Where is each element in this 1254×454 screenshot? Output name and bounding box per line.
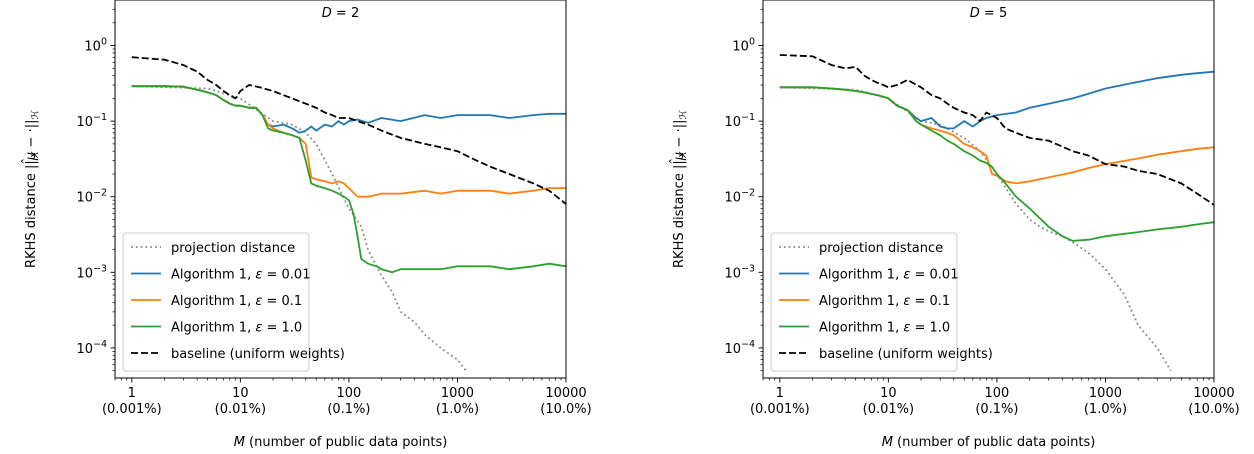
- chart1-y-axis-label: RKHS distance ||μ̂X − ·||ℋ: [669, 110, 689, 268]
- chart0-x-axis-label: M (number of public data points): [234, 435, 448, 450]
- chart0-x-tick-label-pct: (0.1%): [327, 402, 370, 417]
- chart1-y-tick-label: 10−2: [724, 188, 755, 206]
- chart1-series-line-0: [779, 86, 1172, 372]
- chart0-y-tick-label: 10−1: [76, 112, 107, 130]
- chart1-y-tick-label: 10−4: [724, 339, 755, 357]
- chart0-legend: projection distance Algorithm 1, ε = 0.01…: [122, 232, 345, 372]
- chart1-x-tick-label-pct: (0.1%): [975, 402, 1018, 417]
- chart1-legend-label-3: Algorithm 1, ε = 1.0: [819, 321, 950, 336]
- chart0-y-tick-label: 10−3: [76, 263, 107, 281]
- chart0-legend-label-0: projection distance: [171, 241, 295, 256]
- chart0-legend-label-2: Algorithm 1, ε = 0.1: [171, 294, 302, 309]
- chart0-y-tick-label: 10−4: [76, 339, 107, 357]
- chart0-axes-frame: [114, 0, 567, 379]
- chart1-y-tick-label: 10−3: [724, 263, 755, 281]
- chart0-legend-label-3: Algorithm 1, ε = 1.0: [171, 321, 302, 336]
- chart1-x-tick-label-pct: (0.01%): [863, 402, 914, 417]
- chart1-axes-frame: [762, 0, 1215, 379]
- chart1-legend: projection distance Algorithm 1, ε = 0.01…: [770, 232, 993, 372]
- chart-panel-d2: 1(0.001%)10(0.01%)100(0.1%)1000(1.0%)100…: [21, 0, 592, 450]
- chart-panel-d5: 1(0.001%)10(0.01%)100(0.1%)1000(1.0%)100…: [669, 0, 1240, 450]
- chart1-x-tick-label-pct: (10.0%): [1188, 402, 1239, 417]
- chart0-x-tick-label: 10: [232, 386, 249, 401]
- chart1-legend-label-0: projection distance: [819, 241, 943, 256]
- chart1-x-tick-label: 10000: [1193, 386, 1234, 401]
- chart0-legend-box: [122, 232, 310, 372]
- chart0-legend-label-4: baseline (uniform weights): [171, 347, 345, 362]
- chart0-legend-label-1: Algorithm 1, ε = 0.01: [171, 268, 310, 283]
- chart1-plot-area: [779, 54, 1214, 372]
- chart1-x-tick-label: 1: [776, 386, 784, 401]
- chart1-y-tick-label: 10−1: [724, 112, 755, 130]
- chart0-series-line-1: [131, 85, 566, 134]
- chart0-series-line-4: [131, 56, 566, 205]
- chart0-title: D = 2: [322, 6, 359, 21]
- chart0-x-tick-label: 100: [336, 386, 361, 401]
- chart1-x-tick-label-pct: (0.001%): [750, 402, 810, 417]
- chart1-x-tick-label: 10: [880, 386, 897, 401]
- chart1-y-tick-label: 100: [732, 37, 755, 55]
- chart1-legend-label-1: Algorithm 1, ε = 0.01: [819, 268, 958, 283]
- chart1-legend-box: [770, 232, 958, 372]
- chart0-series-line-3: [131, 85, 566, 274]
- chart1-series-line-4: [779, 54, 1214, 206]
- chart1-legend-label-2: Algorithm 1, ε = 0.1: [819, 294, 950, 309]
- chart0-x-tick-label: 1: [128, 386, 136, 401]
- chart0-x-tick-label-pct: (1.0%): [436, 402, 479, 417]
- chart0-x-tick-label-pct: (0.01%): [215, 402, 266, 417]
- chart0-x-tick-label-pct: (0.001%): [102, 402, 162, 417]
- chart0-x-tick-label-pct: (10.0%): [540, 402, 591, 417]
- chart1-legend-label-4: baseline (uniform weights): [819, 347, 993, 362]
- chart1-x-tick-label: 100: [984, 386, 1009, 401]
- chart1-x-tick-label-pct: (1.0%): [1084, 402, 1127, 417]
- chart1-series-line-3: [779, 86, 1214, 242]
- chart0-y-tick-label: 10−2: [76, 188, 107, 206]
- chart1-title: D = 5: [970, 6, 1007, 21]
- chart0-x-tick-label: 10000: [545, 386, 586, 401]
- chart1-x-tick-label: 1000: [1089, 386, 1122, 401]
- chart0-plot-area: [131, 56, 566, 372]
- chart1-series-line-2: [779, 86, 1214, 185]
- chart1-series-line-1: [779, 70, 1214, 130]
- chart0-x-tick-label: 1000: [441, 386, 474, 401]
- chart0-y-tick-label: 100: [84, 37, 107, 55]
- chart1-x-axis-label: M (number of public data points): [882, 435, 1096, 450]
- chart0-y-axis-label: RKHS distance ||μ̂X − ·||ℋ: [21, 110, 41, 268]
- chart0-series-line-2: [131, 85, 566, 198]
